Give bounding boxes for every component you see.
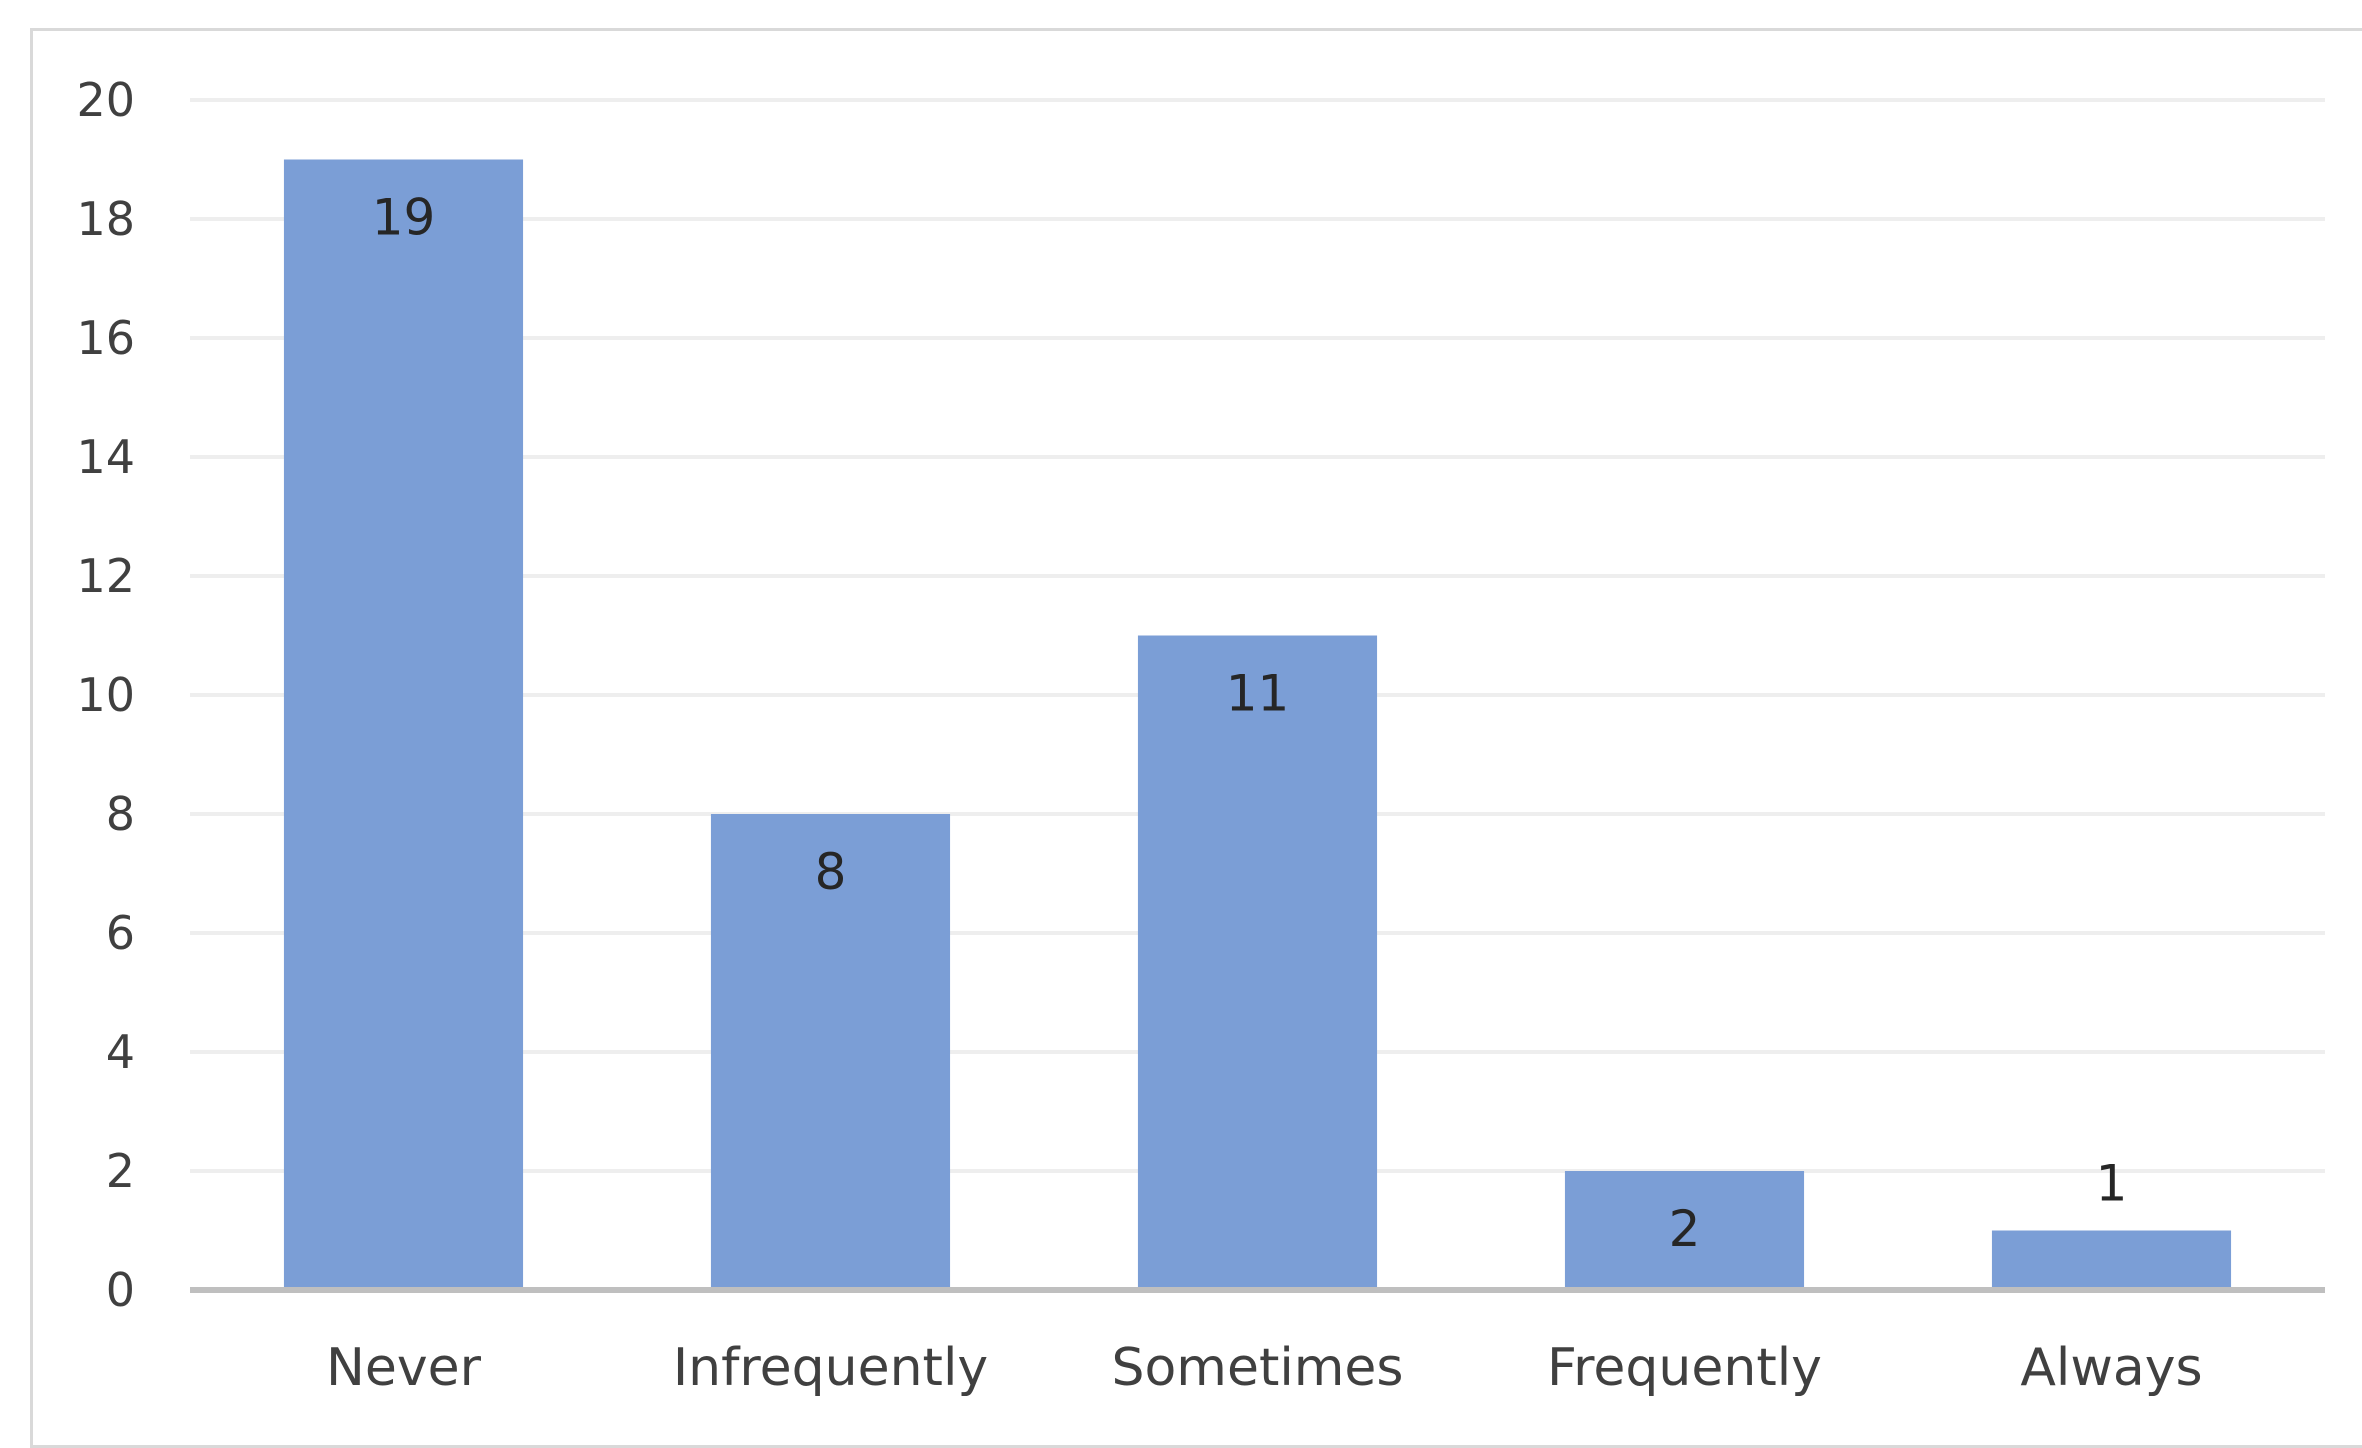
x-axis-category-labels: Never Infrequently Sometimes Frequently Alwa…	[326, 1338, 2203, 1398]
x-category-label: Frequently	[1547, 1338, 1822, 1398]
y-tick-label: 8	[106, 787, 135, 841]
y-tick-label: 18	[76, 192, 135, 246]
y-tick-label: 4	[106, 1025, 135, 1079]
bar-sometimes	[1137, 635, 1378, 1290]
x-category-label: Always	[2020, 1338, 2202, 1398]
data-label: 2	[1669, 1200, 1701, 1258]
x-category-label: Never	[326, 1338, 482, 1398]
bar-frequently	[1564, 1171, 1805, 1290]
bar-never	[283, 159, 524, 1290]
data-label: 11	[1226, 665, 1290, 723]
y-tick-label: 16	[76, 311, 135, 365]
data-label: 1	[2096, 1155, 2128, 1213]
bar-infrequently	[710, 814, 951, 1290]
y-tick-label: 12	[76, 549, 135, 603]
data-labels: 19 8 11 2 1	[372, 189, 2128, 1259]
y-tick-label: 2	[106, 1144, 135, 1198]
y-tick-label: 14	[76, 430, 135, 484]
data-label: 8	[815, 843, 847, 901]
bar-always	[1991, 1230, 2232, 1290]
data-label: 19	[372, 189, 436, 247]
y-tick-label: 10	[76, 668, 135, 722]
y-tick-label: 0	[106, 1263, 135, 1317]
bars	[283, 159, 2232, 1290]
x-category-label: Sometimes	[1111, 1338, 1403, 1398]
y-axis-tick-labels: 0 2 4 6 8 10 12 14 16 18 20	[76, 73, 135, 1317]
y-tick-label: 20	[76, 73, 135, 127]
x-category-label: Infrequently	[673, 1338, 988, 1398]
y-tick-label: 6	[106, 906, 135, 960]
